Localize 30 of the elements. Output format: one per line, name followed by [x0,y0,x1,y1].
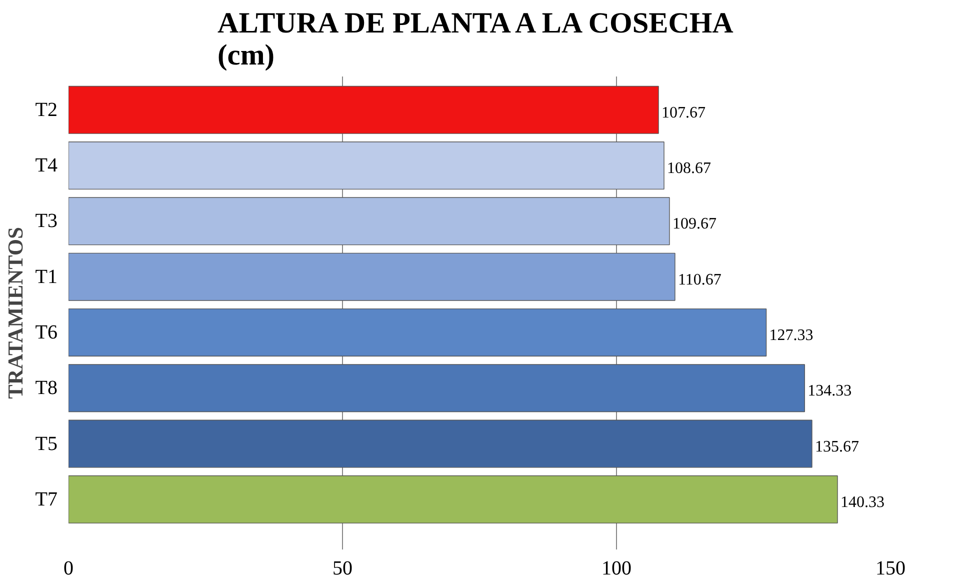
data-label: 108.67 [667,160,712,178]
bar [68,475,838,524]
data-label: 140.33 [840,494,885,511]
bar [68,142,664,190]
x-tick-label: 100 [602,558,632,580]
y-tick-label: T5 [35,432,58,455]
y-axis-title: TRATAMIENTOS [3,227,28,399]
data-label: 107.67 [662,104,706,122]
bar [68,308,767,356]
data-label: 135.67 [814,438,859,456]
bar [68,86,659,134]
x-tick-label: 50 [332,558,352,580]
bar [68,252,676,301]
data-label: 110.67 [678,271,722,288]
data-label: 134.33 [808,382,852,400]
x-tick-label: 0 [64,558,74,580]
x-tick-label: 150 [876,558,906,580]
y-tick-label: T1 [35,266,58,288]
y-tick-label: T6 [35,321,58,344]
y-tick-label: T3 [35,210,58,232]
y-tick-label: T4 [35,154,58,177]
bar [68,364,805,412]
data-label: 127.33 [769,326,814,344]
y-tick-label: T8 [35,377,58,400]
data-label: 109.67 [672,216,716,233]
y-tick-label: T7 [35,488,58,510]
chart-title: ALTURA DE PLANTA A LA COSECHA (cm) [218,8,734,72]
bar [68,420,812,468]
bar [68,197,670,246]
y-tick-label: T2 [35,98,58,121]
